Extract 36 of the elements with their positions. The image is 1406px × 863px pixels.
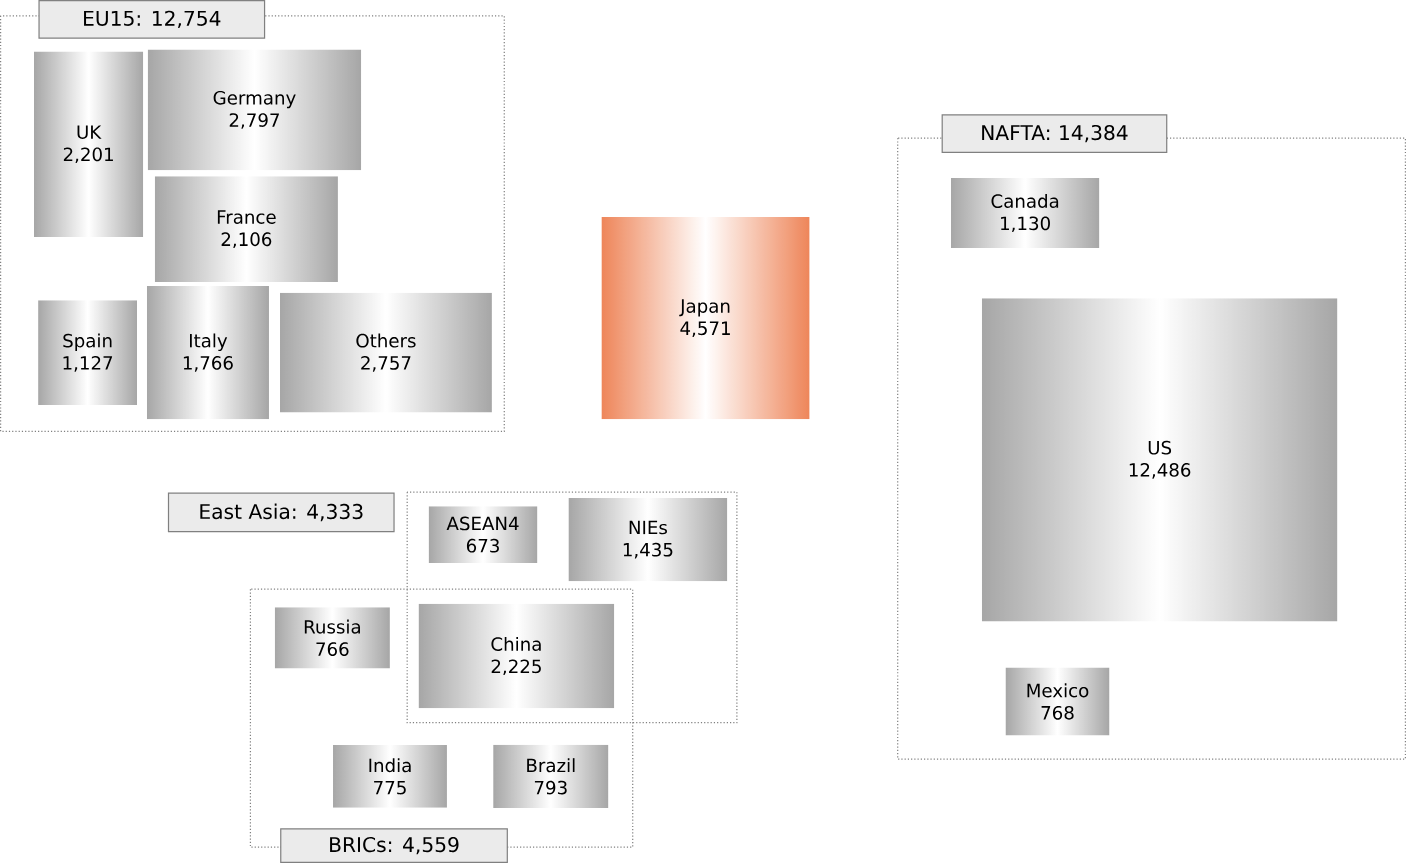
category-label: Others bbox=[356, 333, 416, 348]
category-label: UK bbox=[77, 125, 102, 139]
text: NAFTA: 14,384 bbox=[982, 124, 1128, 143]
category-label: Brazil bbox=[527, 758, 575, 773]
data-label: 793 bbox=[534, 780, 567, 795]
data-label: 673 bbox=[466, 538, 499, 553]
category-label: Japan bbox=[679, 299, 730, 317]
category-label: Canada bbox=[991, 193, 1059, 209]
data-label: 2,225 bbox=[491, 659, 541, 676]
category-label: France bbox=[217, 210, 276, 224]
category-label: Spain bbox=[63, 333, 112, 352]
category-label: India bbox=[369, 758, 411, 773]
data-label: 1,766 bbox=[183, 356, 233, 372]
category-label: Italy bbox=[189, 333, 228, 352]
category-label: ASEAN4 bbox=[446, 516, 519, 531]
category-label: Germany bbox=[213, 90, 296, 109]
data-label: 1,435 bbox=[623, 542, 673, 559]
category-label: US bbox=[1148, 440, 1172, 455]
data-label: 4,571 bbox=[680, 321, 730, 338]
category-label: NIEs bbox=[629, 520, 667, 535]
text: East Asia: 4,333 bbox=[200, 503, 363, 522]
data-label: 12,486 bbox=[1129, 463, 1191, 479]
category-label: Mexico bbox=[1027, 683, 1089, 698]
category-label: China bbox=[491, 636, 541, 652]
data-label: 1,127 bbox=[63, 356, 113, 372]
data-label: 1,130 bbox=[1001, 216, 1050, 233]
data-label: 2,797 bbox=[229, 113, 279, 129]
data-label: 775 bbox=[374, 781, 406, 795]
text: BRICs: 4,559 bbox=[330, 836, 459, 855]
data-label: 2,106 bbox=[221, 232, 272, 249]
data-label: 768 bbox=[1041, 705, 1074, 720]
data-label: 2,757 bbox=[361, 356, 411, 372]
data-label: 766 bbox=[316, 642, 349, 656]
text: EU15: 12,754 bbox=[84, 10, 221, 29]
data-label: 2,201 bbox=[63, 147, 113, 164]
category-label: Russia bbox=[304, 619, 360, 634]
